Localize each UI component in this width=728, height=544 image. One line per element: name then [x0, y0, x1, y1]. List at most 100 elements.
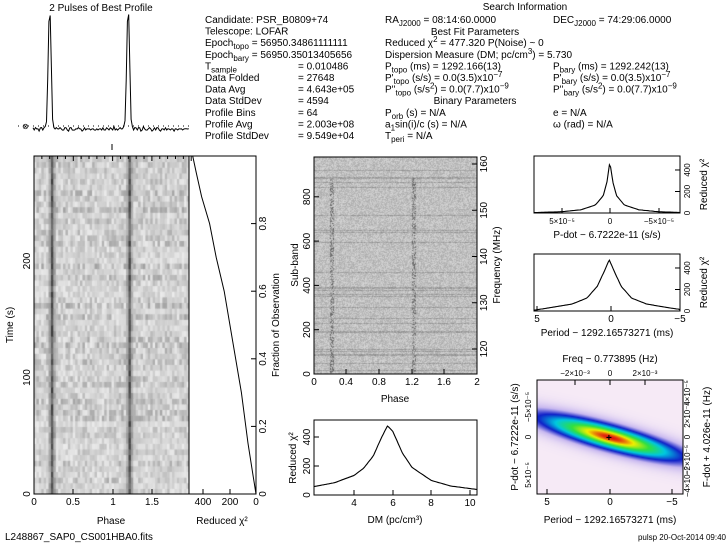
profile-title: 2 Pulses of Best Profile [49, 3, 153, 14]
info-segment: orb [392, 112, 404, 121]
info-left-row: Data StdDev [205, 96, 262, 107]
info-right-row: DECJ2000 = 74:29:06.0000 [553, 15, 672, 28]
y-tick-label: 200 [683, 184, 692, 198]
x-tick-label: 0 [608, 314, 614, 325]
x-tick-label: 0.5 [66, 497, 80, 508]
y-tick-label: 0 [524, 434, 533, 439]
info-mid-row: Tperi = N/A [385, 131, 433, 144]
y2-tick-label: 0 [683, 434, 692, 439]
y2-tick-label: 140 [479, 248, 490, 265]
y-tick-label: 200 [302, 457, 313, 474]
info-segment: (s/s) = 0.0(3.5)x10 [577, 73, 662, 84]
info-segment: 1 [391, 123, 396, 132]
info-mid-row: Reduced χ2 = 477.320 P(Noise) ~ 0 [385, 35, 544, 49]
y2-tick-label: −4×10⁻⁵ [683, 467, 692, 497]
info-segment: = N/A [404, 131, 432, 142]
info-segment: = 477.320 P(Noise) ~ 0 [438, 38, 545, 49]
dm-curve [313, 425, 478, 491]
reduced-chi2-axis-label: Reduced χ² [196, 516, 248, 527]
x-tick-label: 0 [31, 497, 37, 508]
y-tick-label: 0 [683, 308, 692, 313]
info-mid-row: Ptopo (ms) = 1292.166(13) [385, 61, 501, 74]
pdot-axis-label: P-dot − 6.7222e-11 (s/s) [510, 383, 521, 490]
info-value: = 2.003e+08 [298, 119, 355, 130]
chi2-fraction-line [192, 155, 257, 495]
info-mid-row: Dispersion Measure (DM; pc/cm3) = 5.730 [385, 47, 572, 61]
x-tick-label: 1.5 [145, 497, 159, 508]
x-tick-label: 5 [544, 497, 550, 508]
info-segment: topo [392, 65, 408, 74]
info-segment: Data StdDev [205, 96, 262, 107]
time-axis-label: Time (s) [5, 307, 16, 343]
y-tick-label: 0.8 [258, 216, 269, 230]
profile-line [32, 14, 189, 133]
info-left-row: Epochbary = 56950.35013405656 [205, 50, 353, 63]
info-value: = 27648 [298, 73, 335, 84]
info-value: = 0.010486 [298, 61, 349, 72]
info-segment: a [385, 119, 391, 130]
info-segment: Telescope: LOFAR [205, 27, 288, 38]
info-segment: J2000 [574, 19, 596, 28]
info-segment: (ms) = 1292.166(13) [407, 61, 501, 72]
info-left-row: Data Avg [205, 85, 245, 96]
y-tick-label: 0 [302, 492, 313, 498]
y2-tick-label: 150 [479, 201, 490, 218]
x-tick-label: 0 [311, 377, 317, 388]
y2-tick-label: −2×10⁻⁵ [683, 445, 692, 475]
y-tick-label: 100 [22, 369, 33, 386]
info-right-row: P'bary (s/s) = 0.0(3.5)x10−7 [553, 70, 671, 86]
binary-title: Binary Parameters [434, 96, 517, 107]
x2-tick-label: 0 [608, 369, 613, 378]
info-segment: P'' [553, 85, 564, 96]
info-segment: T [205, 61, 211, 72]
info-segment: peri [391, 135, 405, 144]
reduced-chi2-axis-label: Reduced χ² [699, 158, 710, 210]
info-segment: P'' [385, 85, 396, 96]
info-segment: ) = 0.0(7.7)x10 [434, 85, 500, 96]
info-segment: ) = 0.0(7.7)x10 [602, 85, 668, 96]
phase-axis-label: Phase [381, 394, 410, 405]
x2-tick-label: 2×10⁻³ [633, 369, 658, 378]
subband-frame [313, 156, 478, 375]
info-segment: DEC [553, 15, 574, 26]
info-segment: = 56950.34861111111 [249, 38, 348, 49]
y2-tick-label: 4×10⁻⁵ [683, 380, 692, 406]
info-left-row: Data Folded [205, 73, 259, 84]
x-tick-label: 10 [464, 498, 476, 509]
info-segment: 2 [430, 82, 435, 91]
info-segment: Data Avg [205, 85, 245, 96]
frequency-axis-label: Frequency (MHz) [492, 226, 503, 303]
info-segment: −7 [661, 70, 671, 79]
info-segment: (ms) = 1292.242(13) [575, 61, 669, 72]
info-left-row: Telescope: LOFAR [205, 27, 288, 38]
info-segment: e = N/A [553, 108, 587, 119]
filename: L248867_SAP0_CS001HBA0.fits [5, 532, 153, 543]
info-segment: = 08:14:60.0000 [421, 15, 497, 26]
best-fit-title: Best Fit Parameters [431, 27, 519, 38]
dm-frame [313, 419, 478, 496]
info-segment: topo [396, 89, 412, 98]
info-segment: Profile Avg [205, 119, 253, 130]
reduced-chi2-axis-label: Reduced χ² [288, 432, 299, 484]
info-segment: bary [233, 54, 249, 63]
x-tick-label: 5×10⁻⁵ [549, 217, 575, 226]
info-segment: (s/s [411, 85, 430, 96]
info-left-row: Epochtopo = 56950.34861111111 [205, 38, 348, 51]
info-segment: −9 [500, 82, 510, 91]
info-segment: Data Folded [205, 73, 259, 84]
info-segment: Epoch [205, 38, 233, 49]
info-left-row: Profile StdDev [205, 131, 269, 142]
x-tick-label: 8 [428, 498, 434, 509]
info-segment: bary [560, 65, 576, 74]
info-left-row: Tsample [205, 61, 237, 74]
info-segment: ω (rad) = N/A [553, 119, 613, 130]
info-segment: Epoch [205, 50, 233, 61]
y-tick-label: −5×10⁻⁵ [524, 392, 533, 422]
info-segment: Reduced χ [385, 38, 434, 49]
period-curve [533, 259, 681, 311]
x-tick-label: 0.4 [339, 377, 353, 388]
y-tick-label: 600 [302, 232, 313, 249]
info-mid-row: a1sin(i)/c (s) = N/A [385, 119, 467, 132]
info-segment: 3 [528, 47, 533, 56]
phase-axis-label: Phase [97, 516, 126, 527]
